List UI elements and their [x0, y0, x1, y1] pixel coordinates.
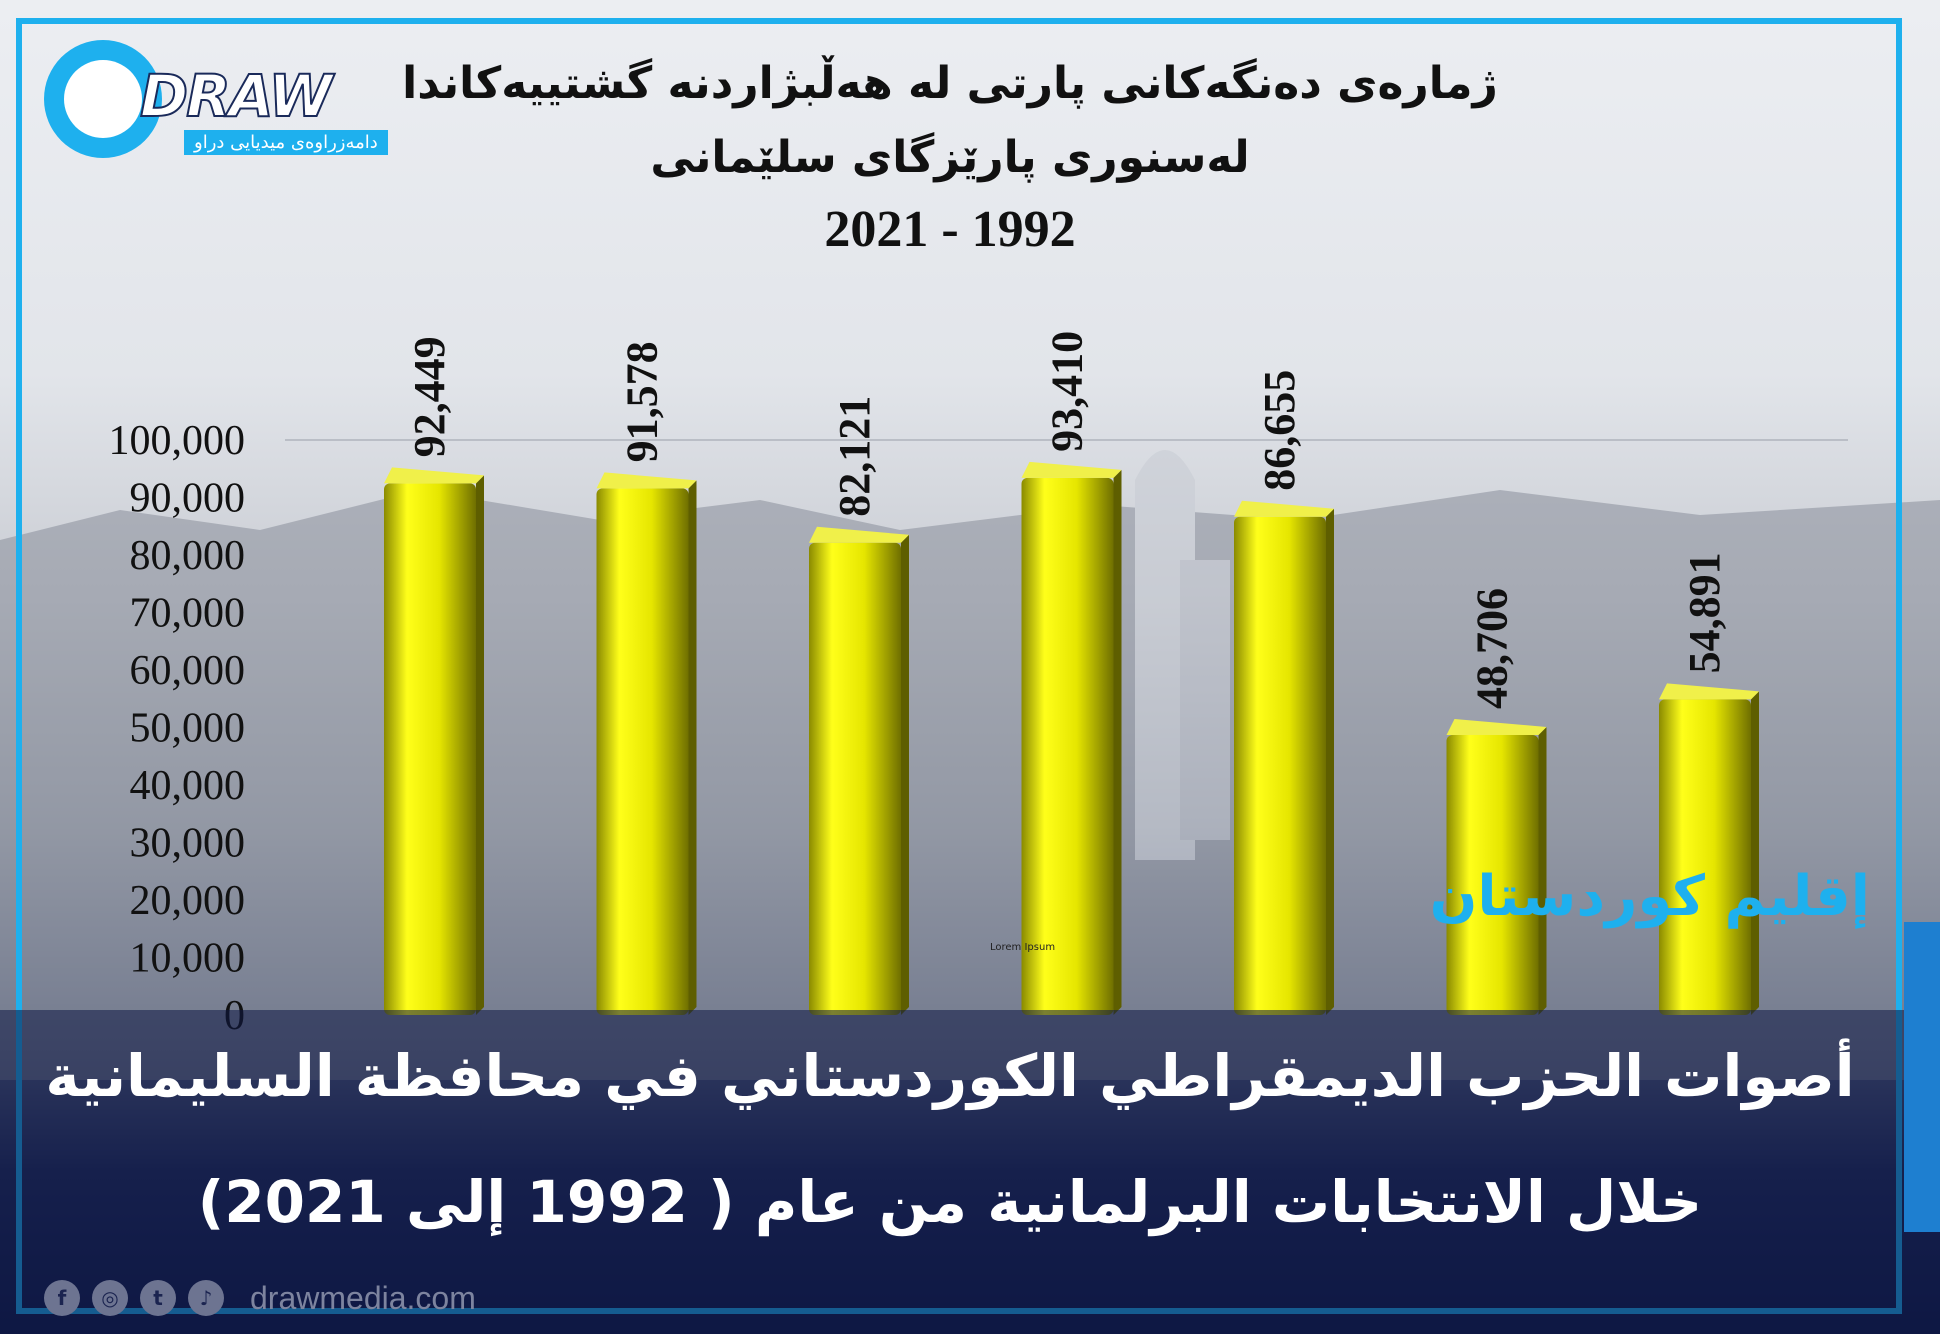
y-tick-label: 100,000 [109, 418, 246, 464]
website-link[interactable]: drawmedia.com [250, 1279, 476, 1316]
data-label: 86,655 [1255, 370, 1304, 491]
caption-line-1: أصوات الحزب الديمقراطي الكوردستاني في مح… [45, 1042, 1855, 1110]
y-tick-label: 20,000 [130, 878, 246, 924]
y-tick-label: 80,000 [130, 533, 246, 579]
twitter-icon[interactable]: t [140, 1280, 176, 1316]
chart-title-line-1: ژمارەی دەنگەکانی پارتی لە هەڵبژاردنە گشت… [402, 58, 1498, 109]
bar [596, 472, 697, 1015]
bar [809, 526, 909, 1015]
placeholder-text: Lorem Ipsum [990, 942, 1056, 953]
data-label: 48,706 [1468, 588, 1517, 709]
tiktok-icon[interactable]: ♪ [188, 1280, 224, 1316]
chart-title-line-2: لەسنوری پارێزگای سلێمانی [650, 132, 1250, 183]
region-label: إقليم كوردستان [1429, 864, 1870, 929]
y-tick-label: 60,000 [130, 648, 246, 694]
footer: f ◎ t ♪ drawmedia.com [44, 1278, 476, 1318]
y-tick-label: 10,000 [130, 936, 246, 982]
data-label: 92,449 [405, 336, 454, 457]
instagram-icon[interactable]: ◎ [92, 1280, 128, 1316]
data-label: 82,121 [830, 396, 879, 517]
y-tick-label: 90,000 [130, 476, 246, 522]
bar [384, 467, 484, 1016]
data-label: 91,578 [618, 341, 667, 462]
logo-circle-icon [44, 40, 162, 158]
accent-bar [1904, 922, 1940, 1232]
y-tick-label: 30,000 [130, 821, 246, 867]
bar [1446, 718, 1547, 1015]
logo-wordmark: DRAW [139, 61, 333, 131]
bar [1234, 500, 1334, 1015]
y-tick-label: 50,000 [130, 706, 246, 752]
y-tick-label: 40,000 [130, 763, 246, 809]
data-label: 54,891 [1680, 552, 1729, 673]
caption-line-2: خلال الانتخابات البرلمانية من عام ( 1992… [197, 1168, 1703, 1236]
logo-tagline: دامەزراوەی میدیایی دراو [184, 130, 388, 155]
chart-title-years: 2021 - 1992 [824, 201, 1076, 258]
bottom-band [0, 1010, 1940, 1334]
bar [1659, 683, 1759, 1015]
data-label: 93,410 [1043, 331, 1092, 452]
facebook-icon[interactable]: f [44, 1280, 80, 1316]
bar [1021, 461, 1122, 1016]
y-tick-label: 70,000 [130, 591, 246, 637]
draw-logo: DRAW دامەزراوەی میدیایی دراو [44, 40, 394, 160]
